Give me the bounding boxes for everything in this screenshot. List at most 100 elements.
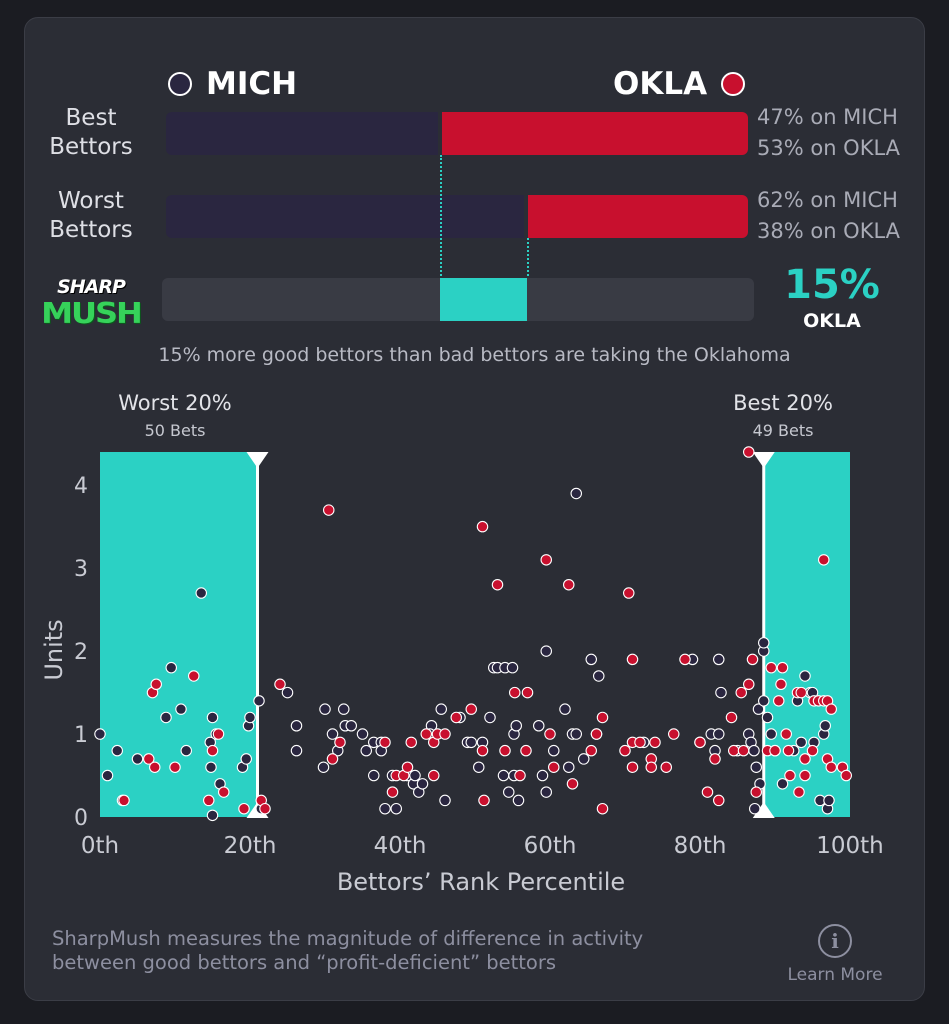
x-tick-label: 0th — [81, 833, 119, 859]
okla-bet-point — [259, 802, 271, 815]
okla-bet-point — [203, 794, 215, 807]
okla-bet-point — [405, 736, 417, 749]
mich-bet-point — [761, 711, 774, 724]
best-zone-title: Best 20% — [733, 391, 833, 415]
mich-bet-point — [356, 728, 369, 740]
okla-bet-point — [562, 578, 575, 591]
okla-bet-point — [188, 670, 200, 682]
okla-bet-point — [450, 711, 462, 724]
okla-bet-point — [420, 728, 432, 740]
okla-bet-point — [725, 711, 738, 724]
mich-bet-point — [585, 653, 597, 666]
okla-bet-point — [427, 769, 440, 782]
mich-bet-point — [497, 769, 510, 782]
mich-bet-point — [409, 769, 421, 782]
okla-bet-point — [765, 661, 777, 674]
best-zone-handle-top — [752, 452, 775, 468]
okla-bet-point — [322, 504, 335, 516]
mich-bet-point — [559, 703, 571, 715]
mich-bet-point — [379, 802, 391, 815]
x-tick-label: 100th — [816, 833, 884, 859]
mich-bet-point — [757, 637, 770, 649]
okla-bet-point — [775, 678, 787, 691]
mich-bet-point — [795, 736, 807, 749]
mich-bet-point — [439, 794, 451, 807]
mich-bet-point — [281, 686, 294, 699]
okla-bet-point — [840, 769, 852, 782]
footer-description-line1: SharpMush measures the magnitude of diff… — [52, 927, 644, 950]
info-icon: i — [818, 924, 852, 958]
worst-bettors-label: Worst Bettors — [40, 187, 142, 245]
sharpmush-team: OKLA — [803, 310, 861, 332]
okla-bet-point — [746, 653, 759, 666]
mich-bet-point — [819, 719, 831, 732]
okla-bet-point — [679, 653, 691, 666]
okla-bet-point — [238, 802, 250, 815]
okla-bet-point — [742, 678, 755, 691]
footer-description: SharpMush measures the magnitude of diff… — [52, 927, 752, 975]
learn-more-button[interactable]: i Learn More — [780, 924, 890, 986]
worst-zone-subtitle: 50 Bets — [144, 421, 206, 440]
okla-bet-point — [626, 761, 639, 773]
worst-bettors-mich-pct: 62% on MICH — [757, 188, 898, 212]
worst-bettors-label-line1: Worst — [58, 188, 124, 214]
okla-bet-point — [645, 761, 657, 773]
mich-bet-point — [131, 753, 144, 765]
mich-bet-point — [165, 661, 178, 674]
mich-bet-point — [532, 719, 545, 732]
mich-bet-point — [205, 761, 217, 773]
mich-bet-point — [752, 703, 765, 715]
worst-bettors-mich-segment — [166, 195, 525, 238]
okla-bet-point — [326, 753, 339, 765]
sharpmush-diff-fill — [439, 278, 527, 321]
okla-bet-point — [795, 686, 807, 699]
best-zone-handle-bottom — [752, 802, 775, 818]
okla-bet-point — [401, 761, 414, 773]
x-tick-label: 20th — [224, 833, 277, 859]
okla-bet-point — [544, 728, 556, 740]
best-bettors-mich-pct: 47% on MICH — [757, 105, 898, 129]
mich-bet-point — [577, 753, 590, 765]
sharpmush-logo: SHARP MUSH — [36, 276, 146, 336]
best-bettors-label-line1: Best — [65, 105, 117, 131]
mich-bet-point — [319, 703, 331, 715]
okla-bet-point — [149, 761, 161, 773]
okla-bet-point — [499, 744, 511, 757]
y-tick-label: 4 — [74, 474, 88, 499]
okla-bet-point — [735, 686, 747, 699]
mich-bet-point — [823, 794, 835, 807]
mich-bet-point — [175, 703, 187, 715]
mich-bet-point — [562, 761, 575, 773]
okla-bet-point — [379, 736, 391, 749]
mich-bet-point — [326, 728, 339, 740]
mich-bet-point — [502, 786, 515, 798]
okla-bet-point — [626, 653, 639, 666]
team-away-dot — [168, 72, 192, 96]
mich-bet-point — [748, 744, 760, 757]
mich-bet-point — [337, 703, 350, 715]
best-bettors-bar — [166, 112, 748, 155]
worst-bettors-bar — [166, 195, 748, 238]
okla-bet-point — [590, 728, 603, 740]
mich-bet-point — [206, 711, 219, 724]
okla-bet-point — [817, 554, 830, 566]
mich-bet-point — [345, 719, 357, 732]
mich-bet-point — [776, 778, 789, 790]
mich-bet-point — [547, 744, 560, 757]
mich-bet-point — [712, 653, 725, 666]
mich-bet-point — [750, 761, 762, 773]
okla-bet-point — [634, 736, 646, 749]
mich-bet-point — [160, 711, 172, 724]
worst-bettors-okla-pct: 38% on OKLA — [757, 219, 901, 243]
best-split-guide-line — [439, 155, 442, 300]
sharpmush-logo-bottom: MUSH — [41, 295, 143, 331]
okla-bet-point — [169, 761, 181, 773]
mich-bet-point — [435, 703, 447, 715]
okla-bet-point — [520, 744, 532, 757]
mich-bet-point — [180, 744, 193, 757]
mich-bet-point — [512, 794, 525, 807]
y-tick-label: 0 — [74, 806, 88, 831]
sharpmush-caption: 15% more good bettors than bad bettors a… — [158, 344, 791, 366]
y-tick-label: 1 — [74, 723, 88, 748]
